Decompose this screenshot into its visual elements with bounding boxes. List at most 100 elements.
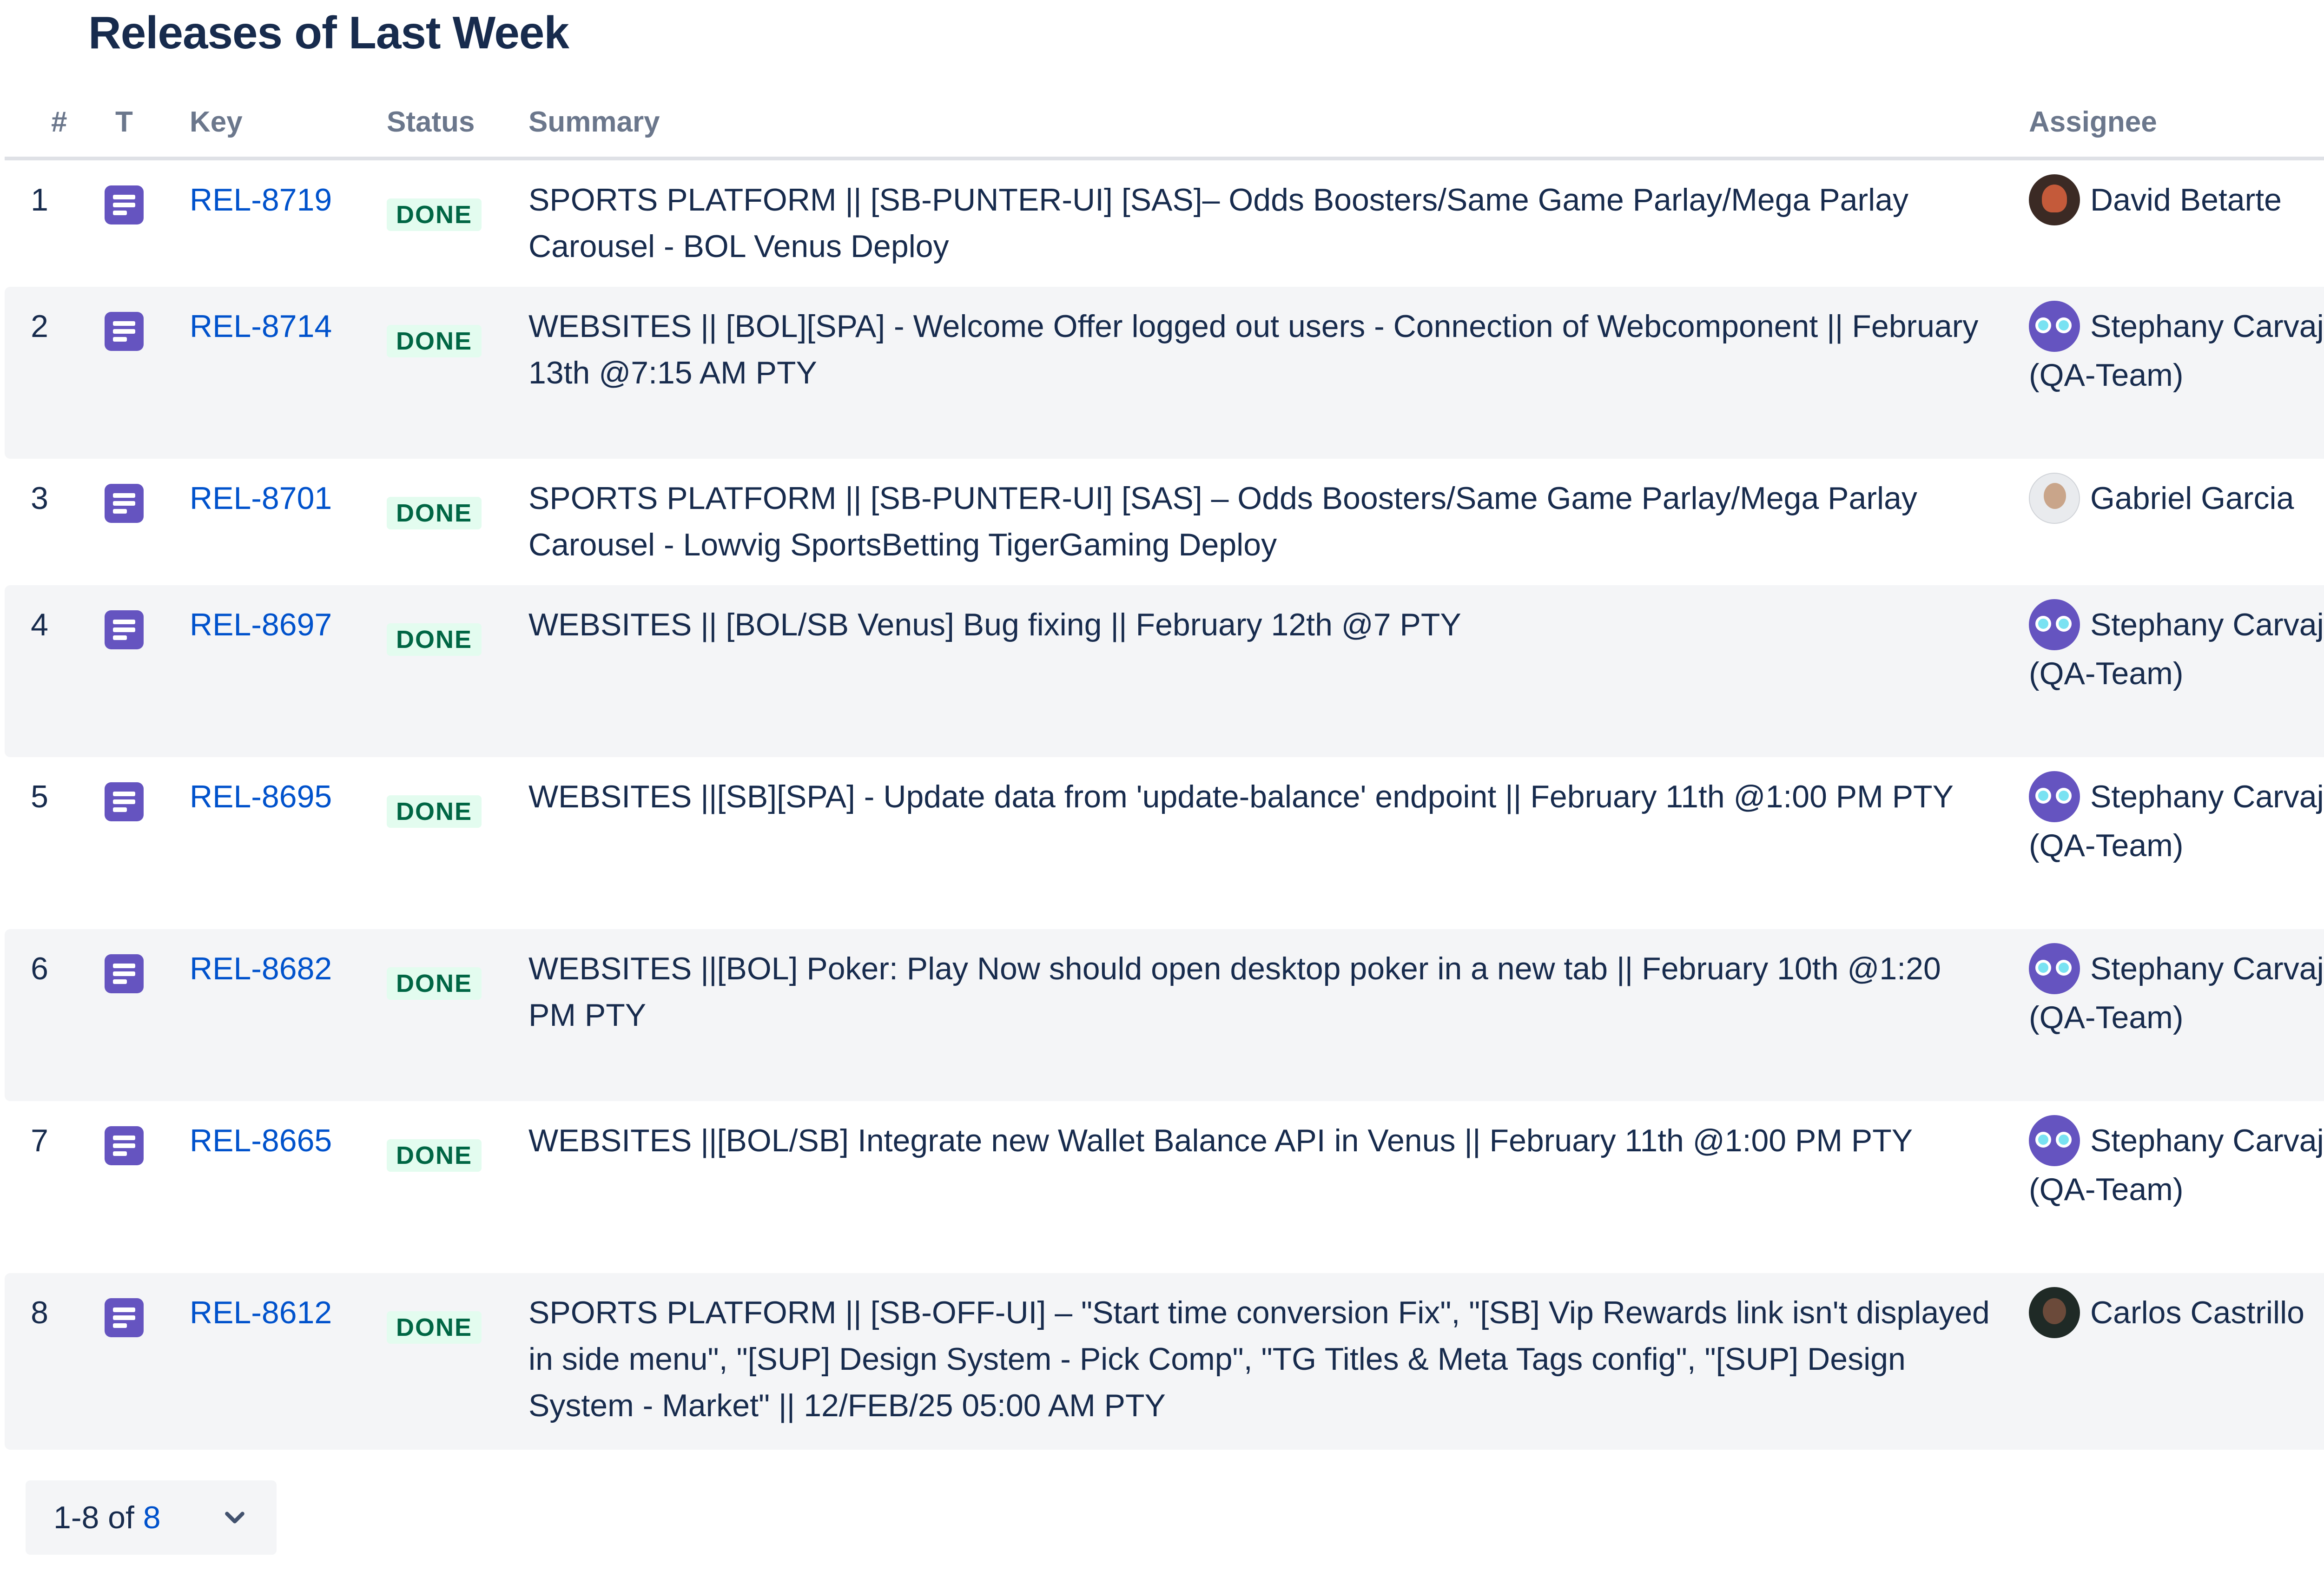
summary-text[interactable]: SPORTS PLATFORM || [SB-PUNTER-UI] [SAS] … — [528, 481, 1917, 562]
issue-table: # T Key Status Summary Assignee 1 REL-87… — [5, 91, 2324, 1450]
row-number: 5 — [31, 779, 48, 814]
issue-key-link[interactable]: REL-8665 — [190, 1123, 332, 1158]
avatar — [2029, 301, 2080, 352]
story-icon — [105, 782, 144, 821]
assignee-cell[interactable]: Gabriel Garcia — [2029, 473, 2324, 524]
assignee-cell[interactable]: Stephany Carvajal (QA-Team) — [2029, 301, 2324, 398]
assignee-name: Stephany Carvajal (QA-Team) — [2029, 1123, 2324, 1207]
row-number: 8 — [31, 1295, 48, 1330]
summary-text[interactable]: WEBSITES ||[BOL/SB] Integrate new Wallet… — [528, 1123, 1913, 1158]
issue-type-cell — [105, 312, 144, 351]
status-badge: DONE — [387, 1139, 482, 1172]
table-row[interactable]: 4 REL-8697 DONE WEBSITES || [BOL/SB Venu… — [5, 585, 2324, 757]
column-header-number[interactable]: # — [51, 106, 67, 138]
summary-text[interactable]: SPORTS PLATFORM || [SB-PUNTER-UI] [SAS]–… — [528, 182, 1909, 264]
table-row[interactable]: 1 REL-8719 DONE SPORTS PLATFORM || [SB-P… — [5, 160, 2324, 287]
story-icon — [105, 1126, 144, 1165]
assignee-cell[interactable]: Stephany Carvajal (QA-Team) — [2029, 599, 2324, 697]
issue-type-cell — [105, 954, 144, 993]
status-cell: DONE — [387, 786, 482, 832]
pagination-label: 1-8 of 8 — [53, 1494, 161, 1541]
status-cell: DONE — [387, 316, 482, 362]
story-icon — [105, 610, 144, 649]
summary-text[interactable]: WEBSITES || [BOL/SB Venus] Bug fixing ||… — [528, 607, 1461, 642]
assignee-cell[interactable]: David Betarte — [2029, 174, 2324, 225]
table-body: 1 REL-8719 DONE SPORTS PLATFORM || [SB-P… — [5, 160, 2324, 1450]
column-header-assignee[interactable]: Assignee — [2029, 106, 2157, 138]
avatar — [2029, 771, 2080, 822]
avatar — [2029, 1115, 2080, 1166]
issue-key-link[interactable]: REL-8695 — [190, 779, 332, 814]
issue-key-link[interactable]: REL-8612 — [190, 1295, 332, 1330]
avatar — [2029, 473, 2080, 524]
column-header-key[interactable]: Key — [190, 106, 243, 138]
assignee-cell[interactable]: Carlos Castrillo — [2029, 1287, 2324, 1338]
avatar — [2029, 943, 2080, 994]
table-row[interactable]: 2 REL-8714 DONE WEBSITES || [BOL][SPA] -… — [5, 287, 2324, 459]
summary-text[interactable]: WEBSITES || [BOL][SPA] - Welcome Offer l… — [528, 309, 1979, 390]
pagination-control[interactable]: 1-8 of 8 — [26, 1480, 277, 1555]
assignee-name: Carlos Castrillo — [2090, 1295, 2304, 1330]
assignee-name: Stephany Carvajal (QA-Team) — [2029, 607, 2324, 691]
story-icon — [105, 1298, 144, 1337]
table-row[interactable]: 8 REL-8612 DONE SPORTS PLATFORM || [SB-O… — [5, 1273, 2324, 1450]
issue-type-cell — [105, 1298, 144, 1337]
status-badge: DONE — [387, 497, 482, 529]
row-number: 2 — [31, 309, 48, 344]
issue-key-link[interactable]: REL-8682 — [190, 951, 332, 986]
status-badge: DONE — [387, 795, 482, 828]
status-badge: DONE — [387, 325, 482, 357]
issue-key-link[interactable]: REL-8701 — [190, 481, 332, 516]
status-badge: DONE — [387, 623, 482, 656]
assignee-name: Stephany Carvajal (QA-Team) — [2029, 309, 2324, 393]
row-number: 1 — [31, 182, 48, 218]
table-row[interactable]: 3 REL-8701 DONE SPORTS PLATFORM || [SB-P… — [5, 459, 2324, 585]
assignee-name: Stephany Carvajal (QA-Team) — [2029, 779, 2324, 863]
status-badge: DONE — [387, 1311, 482, 1344]
issue-type-cell — [105, 782, 144, 821]
table-header: # T Key Status Summary Assignee — [5, 91, 2324, 160]
issue-key-link[interactable]: REL-8719 — [190, 182, 332, 218]
assignee-name: Stephany Carvajal (QA-Team) — [2029, 951, 2324, 1035]
table-row[interactable]: 7 REL-8665 DONE WEBSITES ||[BOL/SB] Inte… — [5, 1101, 2324, 1273]
assignee-name: David Betarte — [2090, 182, 2282, 218]
table-row[interactable]: 6 REL-8682 DONE WEBSITES ||[BOL] Poker: … — [5, 929, 2324, 1101]
story-icon — [105, 185, 144, 224]
pagination-range: 1-8 of — [53, 1500, 143, 1535]
status-cell: DONE — [387, 1302, 482, 1348]
status-cell: DONE — [387, 488, 482, 534]
assignee-cell[interactable]: Stephany Carvajal (QA-Team) — [2029, 771, 2324, 869]
issue-key-link[interactable]: REL-8714 — [190, 309, 332, 344]
summary-text[interactable]: WEBSITES ||[BOL] Poker: Play Now should … — [528, 951, 1941, 1033]
status-cell: DONE — [387, 958, 482, 1004]
status-cell: DONE — [387, 614, 482, 660]
issue-type-cell — [105, 185, 144, 224]
table-row[interactable]: 5 REL-8695 DONE WEBSITES ||[SB][SPA] - U… — [5, 757, 2324, 929]
assignee-cell[interactable]: Stephany Carvajal (QA-Team) — [2029, 943, 2324, 1041]
column-header-summary[interactable]: Summary — [528, 106, 660, 138]
column-header-status[interactable]: Status — [387, 106, 475, 138]
summary-text[interactable]: WEBSITES ||[SB][SPA] - Update data from … — [528, 779, 1954, 814]
row-number: 7 — [31, 1123, 48, 1158]
issue-key-link[interactable]: REL-8697 — [190, 607, 332, 642]
assignee-cell[interactable]: Stephany Carvajal (QA-Team) — [2029, 1115, 2324, 1213]
story-icon — [105, 312, 144, 351]
avatar — [2029, 1287, 2080, 1338]
row-number: 3 — [31, 481, 48, 516]
status-cell: DONE — [387, 189, 482, 236]
issue-type-cell — [105, 610, 144, 649]
chevron-down-icon[interactable] — [216, 1499, 253, 1536]
row-number: 6 — [31, 951, 48, 986]
issue-type-cell — [105, 484, 144, 523]
avatar — [2029, 599, 2080, 650]
row-number: 4 — [31, 607, 48, 642]
story-icon — [105, 954, 144, 993]
pagination-total: 8 — [143, 1500, 161, 1535]
summary-text[interactable]: SPORTS PLATFORM || [SB-OFF-UI] – "Start … — [528, 1295, 1990, 1423]
status-badge: DONE — [387, 198, 482, 231]
story-icon — [105, 484, 144, 523]
avatar — [2029, 174, 2080, 225]
status-cell: DONE — [387, 1130, 482, 1176]
column-header-type[interactable]: T — [115, 106, 133, 138]
issue-type-cell — [105, 1126, 144, 1165]
